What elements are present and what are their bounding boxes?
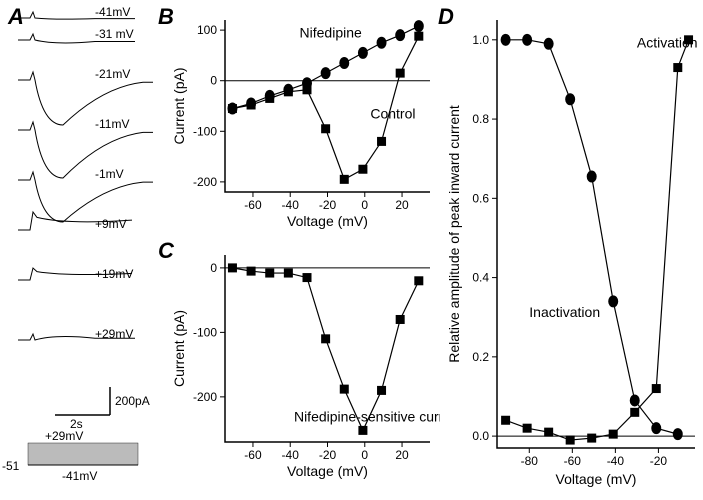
svg-text:+9mV: +9mV [95, 217, 127, 231]
svg-text:0: 0 [210, 261, 217, 275]
svg-text:Voltage (mV): Voltage (mV) [287, 213, 368, 229]
svg-text:-41mV: -41mV [95, 5, 130, 19]
svg-text:Nifedipine: Nifedipine [300, 25, 362, 41]
svg-text:-40: -40 [607, 454, 625, 468]
svg-text:Current (pA): Current (pA) [171, 310, 187, 387]
svg-text:0: 0 [210, 74, 217, 88]
svg-text:-100: -100 [193, 124, 217, 138]
svg-text:-21mV: -21mV [95, 67, 130, 81]
svg-text:-60: -60 [564, 454, 582, 468]
panel-a-traces: -41mV-31 mV-21mV-11mV-1mV+9mV+19mV+29mV … [0, 0, 160, 500]
svg-text:-31 mV: -31 mV [95, 27, 134, 41]
svg-text:-200: -200 [193, 390, 217, 404]
scale-y-label: 200pA [115, 394, 150, 408]
protocol-bottom: -41mV [62, 469, 97, 483]
svg-text:Control: Control [370, 106, 415, 122]
svg-text:20: 20 [395, 198, 409, 212]
svg-text:-40: -40 [282, 448, 300, 462]
svg-text:Voltage (mV): Voltage (mV) [556, 471, 637, 487]
svg-text:0.4: 0.4 [472, 271, 489, 285]
svg-text:-60: -60 [244, 198, 262, 212]
svg-text:Inactivation: Inactivation [529, 304, 600, 320]
svg-text:-80: -80 [521, 454, 539, 468]
panel-d-chart: -80 -60 -40 -20 0.0 0.2 0.4 0.6 0.8 1.0 Voltage (m… [445, 8, 703, 488]
svg-text:-20: -20 [319, 448, 337, 462]
svg-text:0.8: 0.8 [472, 112, 489, 126]
svg-text:-200: -200 [193, 175, 217, 189]
protocol-top: +29mV [45, 429, 83, 443]
svg-text:0: 0 [361, 448, 368, 462]
svg-text:Current (pA): Current (pA) [171, 67, 187, 144]
svg-text:-11mV: -11mV [95, 117, 129, 131]
svg-text:0.0: 0.0 [472, 429, 489, 443]
svg-text:+29mV: +29mV [95, 327, 133, 341]
svg-text:Voltage (mV): Voltage (mV) [287, 463, 368, 479]
svg-text:0.6: 0.6 [472, 191, 489, 205]
svg-text:100: 100 [197, 23, 217, 37]
svg-text:-20: -20 [650, 454, 668, 468]
svg-text:Nifedipine-sensitive current: Nifedipine-sensitive current [294, 408, 440, 424]
svg-text:20: 20 [395, 448, 409, 462]
svg-text:-20: -20 [319, 198, 337, 212]
svg-text:-100: -100 [193, 325, 217, 339]
svg-text:-40: -40 [282, 198, 300, 212]
svg-text:+19mV: +19mV [95, 267, 133, 281]
protocol-left: -51 [2, 459, 20, 473]
svg-text:-1mV: -1mV [95, 167, 124, 181]
panel-b-chart: -60-40-20020-200-1000100Voltage (mV)Curr… [170, 10, 440, 230]
svg-text:Activation: Activation [637, 35, 698, 51]
svg-text:1.0: 1.0 [472, 33, 489, 47]
panel-c-chart: -60-40-20020-200-1000Voltage (mV)Current… [170, 245, 440, 480]
svg-text:-60: -60 [244, 448, 262, 462]
svg-text:0: 0 [361, 198, 368, 212]
svg-text:Relative amplitude of peak inw: Relative amplitude of peak inward curren… [446, 105, 462, 363]
svg-text:0.2: 0.2 [472, 350, 489, 364]
